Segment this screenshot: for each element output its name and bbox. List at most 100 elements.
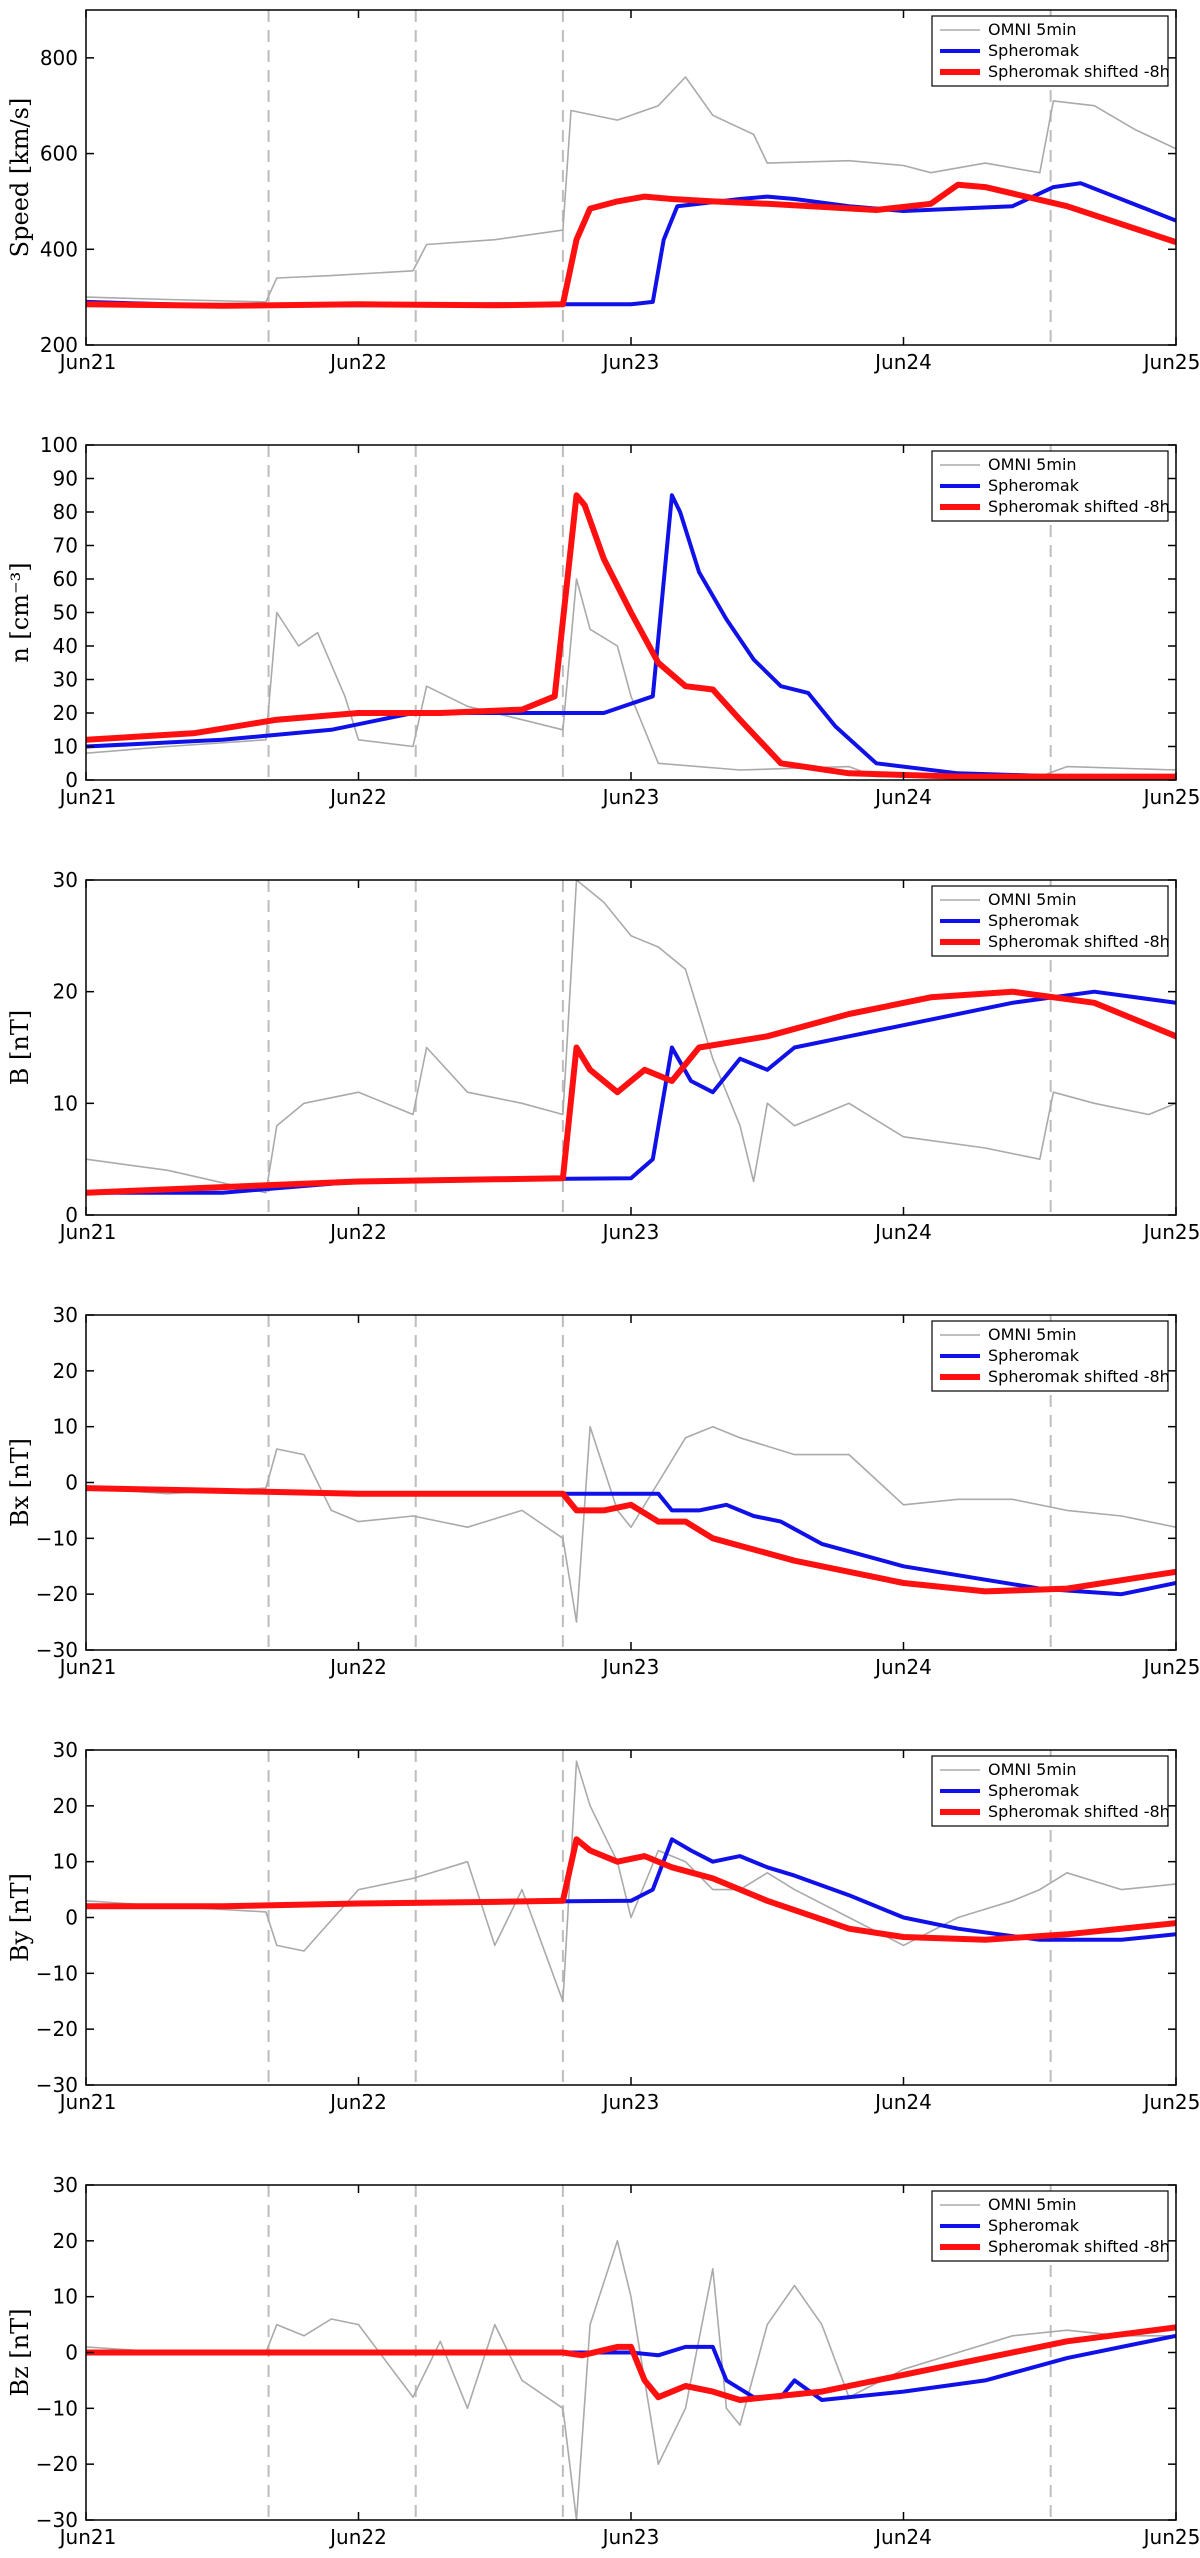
y-axis-label: By [nT] [6,1873,34,1962]
y-tick-label: 10 [53,1850,78,1874]
legend-label-spheromak: Spheromak [988,911,1080,930]
y-tick-label: 0 [65,1203,78,1227]
x-tick-label: Jun25 [1142,1220,1200,1244]
y-tick-label: 100 [40,433,78,457]
x-tick-label: Jun21 [58,2525,117,2549]
y-tick-label: 50 [53,601,78,625]
legend-label-omni: OMNI 5min [988,2195,1077,2214]
x-tick-label: Jun22 [328,1220,387,1244]
panel-density: 0 10 20 30 40 50 60 70 80 90 100 Jun21 Jun22 Jun23 Jun… [6,433,1200,809]
x-tick-label: Jun23 [601,1655,660,1679]
y-tick-label: 20 [53,980,78,1004]
legend-label-omni: OMNI 5min [988,890,1077,909]
y-tick-label: −10 [36,1961,78,1985]
x-tick-label: Jun23 [601,2525,660,2549]
panel-bx: −30 −20 −10 0 10 20 30 Jun21 Jun22 Jun23 Jun24 Jun2… [6,1303,1200,1679]
y-tick-label: 20 [53,1359,78,1383]
x-tick-label: Jun21 [58,2090,117,2114]
legend-label-spheromak: Spheromak [988,1781,1080,1800]
y-tick-label: 30 [53,1303,78,1327]
x-tick-label: Jun21 [58,785,117,809]
panel-btotal: 0 10 20 30 Jun21 Jun22 Jun23 Jun24 Jun25 B [nT] OM… [6,868,1200,1244]
y-tick-label: 30 [53,1738,78,1762]
x-tick-label: Jun21 [58,1655,117,1679]
legend-label-spheromak: Spheromak [988,1346,1080,1365]
x-tick-label: Jun24 [873,785,932,809]
y-tick-label: 30 [53,868,78,892]
y-tick-label: 20 [53,2229,78,2253]
y-tick-label: 20 [53,1794,78,1818]
series-line-spheromak-shifted [86,988,1176,1196]
y-tick-label: 10 [53,735,78,759]
legend: OMNI 5min Spheromak Spheromak shifted -8h [931,885,1170,957]
legend-label-spheromak-shifted: Spheromak shifted -8h [988,1367,1170,1386]
legend: OMNI 5min Spheromak Spheromak shifted -8h [931,15,1170,87]
series-line-omni [86,76,1176,303]
series-line-omni [86,1760,1176,2003]
y-tick-label: 20 [53,701,78,725]
y-tick-label: −20 [36,1582,78,1606]
y-tick-label: 10 [53,2285,78,2309]
panel-by: −30 −20 −10 0 10 20 30 Jun21 Jun22 Jun23 Jun24 Jun2… [6,1738,1200,2114]
legend-label-spheromak-shifted: Spheromak shifted -8h [988,932,1170,951]
legend-label-omni: OMNI 5min [988,20,1077,39]
legend: OMNI 5min Spheromak Spheromak shifted -8h [931,2190,1170,2262]
x-tick-label: Jun22 [328,2525,387,2549]
y-tick-label: −20 [36,2452,78,2476]
x-tick-label: Jun21 [58,1220,117,1244]
x-tick-label: Jun24 [873,1655,932,1679]
panel-speed: 200 400 600 800 Jun21 Jun22 Jun23 Jun24 Jun25 Spe… [6,9,1200,374]
legend-label-omni: OMNI 5min [988,1760,1077,1779]
y-tick-label: 200 [40,333,78,357]
series-line-spheromak-shifted [86,1485,1176,1595]
y-tick-label: 0 [65,1906,78,1930]
series-line-spheromak-shifted [86,181,1176,309]
x-tick-label: Jun25 [1142,2090,1200,2114]
y-tick-label: 0 [65,1471,78,1495]
series-line-spheromak [86,1837,1176,1942]
y-tick-label: 0 [65,768,78,792]
y-tick-label: 60 [53,567,78,591]
y-tick-label: 0 [65,2341,78,2365]
legend-label-spheromak: Spheromak [988,476,1080,495]
x-tick-label: Jun21 [58,350,117,374]
y-tick-label: −20 [36,2017,78,2041]
series-line-omni [86,2240,1176,2520]
panel-bz: −30 −20 −10 0 10 20 30 Jun21 Jun22 Jun23 Jun24 Jun2… [6,2173,1200,2549]
legend-label-spheromak: Spheromak [988,2216,1080,2235]
x-tick-label: Jun22 [328,2090,387,2114]
series-line-spheromak [86,493,1176,779]
series-line-spheromak-shifted [86,1836,1176,1943]
x-tick-label: Jun24 [873,350,932,374]
y-tick-label: −10 [36,2396,78,2420]
y-axis-label: Bz [nT] [6,2308,34,2396]
y-tick-label: 90 [53,467,78,491]
x-tick-label: Jun23 [601,785,660,809]
legend: OMNI 5min Spheromak Spheromak shifted -8h [931,1755,1170,1827]
legend-label-spheromak: Spheromak [988,41,1080,60]
y-axis-label: B [nT] [6,1010,34,1085]
y-axis-label: Speed [km/s] [6,98,34,258]
legend-label-omni: OMNI 5min [988,455,1077,474]
y-tick-label: 800 [40,46,78,70]
legend-label-spheromak-shifted: Spheromak shifted -8h [988,2237,1170,2256]
series-line-omni [86,880,1176,1194]
y-tick-label: 400 [40,237,78,261]
y-tick-label: −10 [36,1526,78,1550]
x-tick-label: Jun24 [873,2525,932,2549]
legend: OMNI 5min Spheromak Spheromak shifted -8h [931,1320,1170,1392]
legend-label-omni: OMNI 5min [988,1325,1077,1344]
x-tick-label: Jun22 [328,350,387,374]
y-tick-label: 70 [53,534,78,558]
legend-label-spheromak-shifted: Spheromak shifted -8h [988,497,1170,516]
y-tick-label: 10 [53,1091,78,1115]
legend: OMNI 5min Spheromak Spheromak shifted -8h [931,450,1170,522]
y-tick-label: −30 [36,2073,78,2097]
y-tick-label: 600 [40,142,78,166]
series-line-spheromak [86,989,1176,1195]
x-tick-label: Jun24 [873,1220,932,1244]
x-tick-label: Jun24 [873,2090,932,2114]
legend-label-spheromak-shifted: Spheromak shifted -8h [988,62,1170,81]
x-tick-label: Jun25 [1142,785,1200,809]
